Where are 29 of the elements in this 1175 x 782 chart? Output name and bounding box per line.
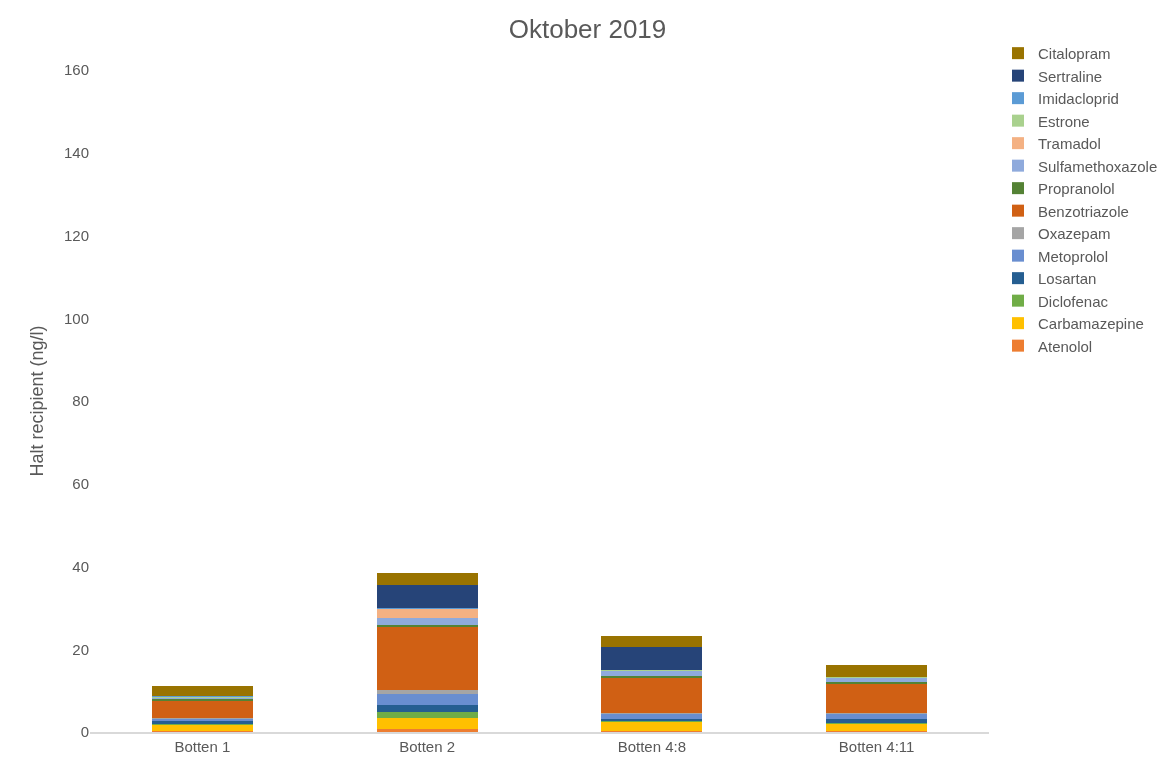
legend-label: Estrone [1037,112,1090,130]
legend-label: Diclofenac [1037,292,1109,310]
legend-label: Losartan [1037,270,1097,287]
legend-label: Imidacloprid [1037,90,1119,107]
y-tick-label: 100 [63,309,89,327]
y-tick-label: 140 [63,144,89,161]
x-tick-label: Botten 4:11 [838,738,915,755]
y-tick-label: 40 [72,557,89,575]
legend-label: Metoprolol [1037,247,1109,265]
legend-label: Sertraline [1037,67,1103,85]
x-tick-label: Botten 4:8 [617,738,687,755]
y-axis-title: Halt recipient (ng/l) [27,325,48,477]
legend-label: Benzotriazole [1037,202,1129,220]
legend-label: Tramadol [1037,135,1101,152]
legend-label: Oxazepam [1037,225,1111,242]
chart-title: Oktober 2019 [508,13,667,44]
y-tick-label: 80 [72,392,89,410]
legend-label: Sulfamethoxazole [1037,157,1158,175]
legend-label: Carbamazepine [1037,315,1144,332]
x-tick-label: Botten 1 [174,738,231,755]
y-tick-label: 20 [72,640,89,658]
y-tick-label: 0 [80,723,89,741]
legend-label: Citalopram [1037,45,1111,62]
x-tick-label: Botten 2 [399,738,456,755]
y-tick-label: 120 [63,226,89,244]
y-tick-label: 160 [63,61,89,79]
y-tick-label: 60 [72,475,89,492]
legend-label: Atenolol [1037,337,1093,355]
legend-label: Propranolol [1037,180,1115,197]
